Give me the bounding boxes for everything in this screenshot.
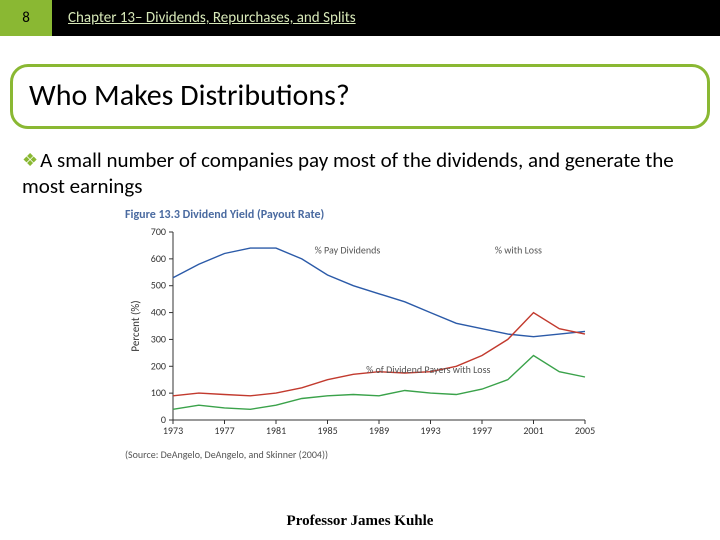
svg-text:2001: 2001 xyxy=(523,424,543,437)
svg-text:Percent (%): Percent (%) xyxy=(129,300,142,351)
svg-text:1989: 1989 xyxy=(369,424,389,437)
svg-text:600: 600 xyxy=(151,251,166,264)
svg-text:400: 400 xyxy=(151,305,166,318)
chapter-title: Chapter 13– Dividends, Repurchases, and … xyxy=(52,9,356,27)
bullet-content: A small number of companies pay most of … xyxy=(22,147,674,199)
svg-text:1997: 1997 xyxy=(472,424,492,437)
figure-source: (Source: DeAngelo, DeAngelo, and Skinner… xyxy=(125,444,595,461)
svg-text:300: 300 xyxy=(151,332,166,345)
title-container: Who Makes Distributions? xyxy=(10,64,710,129)
svg-text:200: 200 xyxy=(151,359,166,372)
page-number: 8 xyxy=(0,0,52,36)
slide-title: Who Makes Distributions? xyxy=(29,77,691,114)
svg-text:1981: 1981 xyxy=(266,424,286,437)
figure-caption: Figure 13.3 Dividend Yield (Payout Rate) xyxy=(125,208,595,224)
chart-svg: 0100200300400500600700197319771981198519… xyxy=(125,224,595,444)
svg-text:500: 500 xyxy=(151,278,166,291)
svg-text:% with Loss: % with Loss xyxy=(495,243,542,256)
header-bar: 8 Chapter 13– Dividends, Repurchases, an… xyxy=(0,0,720,36)
svg-text:% Pay Dividends: % Pay Dividends xyxy=(315,243,381,256)
svg-text:2005: 2005 xyxy=(575,424,595,437)
body-text: ❖A small number of companies pay most of… xyxy=(22,147,698,200)
bullet-icon: ❖ xyxy=(22,149,40,171)
figure: Figure 13.3 Dividend Yield (Payout Rate)… xyxy=(125,208,595,461)
svg-text:1993: 1993 xyxy=(420,424,440,437)
svg-text:% of Dividend Payers with Loss: % of Dividend Payers with Loss xyxy=(366,363,490,376)
svg-text:700: 700 xyxy=(151,225,166,238)
svg-text:1973: 1973 xyxy=(163,424,183,437)
svg-text:100: 100 xyxy=(151,386,166,399)
svg-text:1977: 1977 xyxy=(214,424,234,437)
footer-credit: Professor James Kuhle xyxy=(0,513,720,530)
chart: 0100200300400500600700197319771981198519… xyxy=(125,224,595,444)
svg-text:1985: 1985 xyxy=(317,424,337,437)
